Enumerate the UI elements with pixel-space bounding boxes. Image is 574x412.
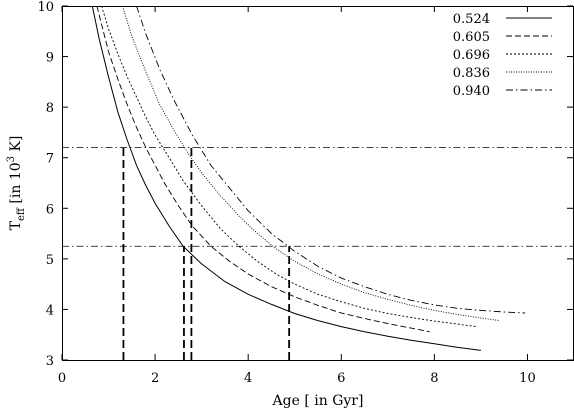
y-tick-label: 5 xyxy=(46,253,54,268)
legend: 0.524 0.605 0.696 0.836 0.940 xyxy=(453,12,552,99)
x-tick-label: 8 xyxy=(430,371,438,386)
y-tick-label: 3 xyxy=(46,354,54,369)
series-line-0.836 xyxy=(122,6,500,322)
ticks: 0 2 4 6 8 10 3 4 5 6 7 8 9 10 xyxy=(37,0,573,386)
y-tick-label: 6 xyxy=(46,202,54,217)
y-tick-label: 8 xyxy=(46,101,54,116)
y-tick-label: 10 xyxy=(37,0,54,15)
x-tick-label: 6 xyxy=(337,371,345,386)
plot-frame xyxy=(62,6,574,361)
series-line-0.524 xyxy=(91,6,481,351)
y-axis-label-sup: 3 xyxy=(6,156,17,162)
y-axis-label: Teff [in 103 K] xyxy=(6,136,27,231)
x-tick-label: 2 xyxy=(151,371,159,386)
y-tick-label: 4 xyxy=(46,303,54,318)
reference-lines xyxy=(62,147,574,360)
y-axis-label-sub: eff xyxy=(16,207,27,221)
x-tick-label: 10 xyxy=(519,371,536,386)
series-line-0.696 xyxy=(101,6,477,328)
x-tick-label: 4 xyxy=(244,371,252,386)
series-line-0.605 xyxy=(96,6,430,333)
legend-label-0.605: 0.605 xyxy=(453,30,490,45)
x-axis-label: Age [ in Gyr] xyxy=(272,393,364,409)
y-axis-label-post: K] xyxy=(8,136,24,156)
y-tick-label: 7 xyxy=(46,152,54,167)
legend-label-0.524: 0.524 xyxy=(453,12,490,27)
legend-label-0.940: 0.940 xyxy=(453,84,490,99)
series-line-0.940 xyxy=(136,6,526,314)
series-layer xyxy=(91,6,526,351)
legend-label-0.696: 0.696 xyxy=(453,48,490,63)
legend-label-0.836: 0.836 xyxy=(453,66,490,81)
x-tick-label: 0 xyxy=(58,371,66,386)
y-axis-label-main: T xyxy=(8,220,24,230)
y-tick-label: 9 xyxy=(46,51,54,66)
y-axis-label-pre: [in 10 xyxy=(8,162,24,208)
